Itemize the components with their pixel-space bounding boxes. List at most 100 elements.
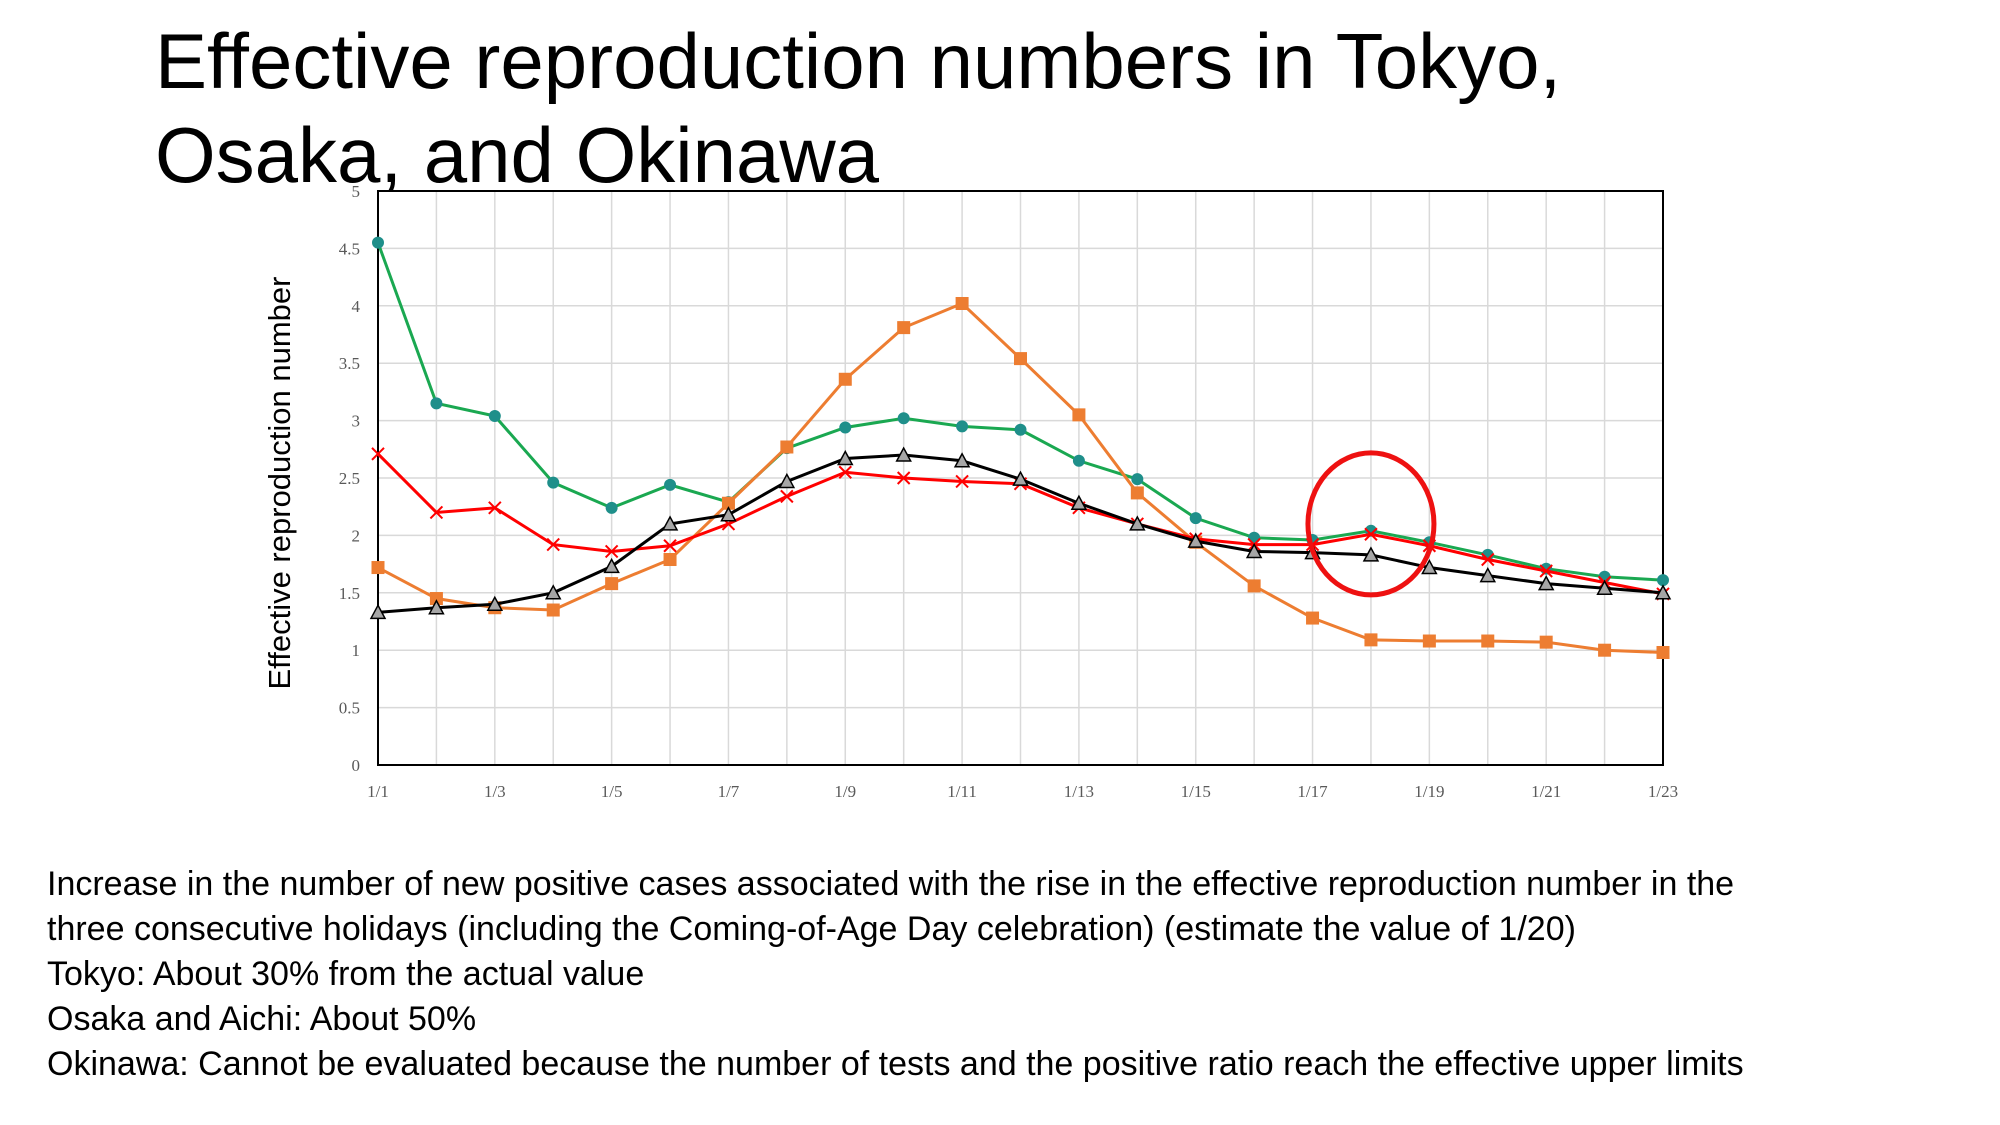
y-tick-label: 1.5	[339, 584, 360, 603]
y-tick-label: 0	[352, 756, 361, 775]
y-tick-label: 0.5	[339, 699, 360, 718]
y-axis-label: Effective reproduction number	[262, 277, 297, 690]
data-point-circle	[605, 501, 618, 514]
data-point-circle	[488, 410, 501, 423]
data-point-triangle	[428, 599, 445, 615]
x-tick-label: 1/23	[1648, 782, 1678, 801]
data-point-triangle	[1479, 566, 1497, 583]
data-point-triangle	[778, 472, 796, 489]
data-point-square	[429, 592, 443, 606]
x-tick-label: 1/1	[367, 782, 389, 801]
y-tick-label: 3.5	[339, 354, 360, 373]
data-point-square	[1422, 634, 1436, 648]
data-point-x	[429, 505, 444, 520]
data-point-square	[663, 553, 677, 567]
data-point-triangle	[1129, 515, 1146, 531]
data-point-triangle	[1070, 494, 1088, 511]
data-point-square	[546, 603, 560, 617]
data-point-square	[1364, 633, 1378, 647]
x-tick-label: 1/17	[1297, 782, 1328, 801]
data-point-triangle	[1654, 584, 1672, 600]
data-point-square	[605, 577, 619, 591]
x-tick-label: 1/9	[834, 782, 856, 801]
y-tick-label: 4	[352, 297, 361, 316]
data-point-square	[371, 561, 385, 575]
x-tick-label: 1/13	[1064, 782, 1094, 801]
y-tick-label: 1	[352, 641, 361, 660]
x-tick-label: 1/21	[1531, 782, 1561, 801]
series-black	[369, 446, 1672, 620]
y-axis-ticks: 0 0.5 1 1.5 2 2.5 3 3.5 4 4.5 5	[339, 182, 361, 775]
slide-title: Effective reproduction numbers in Tokyo,…	[155, 17, 1562, 199]
data-point-x	[1481, 552, 1495, 567]
note-line-5: Okinawa: Cannot be evaluated because the…	[47, 1045, 1744, 1083]
note-line-4: Osaka and Aichi: About 50%	[47, 1000, 477, 1038]
data-point-x	[1364, 527, 1378, 541]
data-point-circle	[1189, 512, 1202, 525]
x-tick-label: 1/15	[1181, 782, 1211, 801]
y-tick-label: 3	[352, 412, 361, 431]
data-point-square	[721, 496, 735, 510]
plot-area-frame	[377, 190, 1664, 766]
y-tick-label: 2	[352, 526, 361, 545]
note-line-1: Increase in the number of new positive c…	[47, 865, 1735, 903]
data-point-circle	[1131, 473, 1144, 486]
data-point-square	[1130, 486, 1144, 500]
series-orange	[371, 297, 1670, 659]
data-point-x	[546, 537, 560, 552]
data-point-circle	[1014, 423, 1027, 436]
chart-series	[369, 236, 1672, 659]
data-point-triangle	[1421, 558, 1438, 575]
y-tick-label: 2.5	[339, 469, 360, 488]
data-point-circle	[547, 476, 560, 489]
data-point-x	[838, 465, 852, 479]
slide-notes: Increase in the number of new positive c…	[47, 862, 1977, 1087]
data-point-x	[371, 447, 385, 461]
data-point-square	[1539, 635, 1553, 649]
note-line-3: Tokyo: About 30% from the actual value	[47, 955, 645, 993]
y-tick-label: 5	[352, 182, 361, 201]
x-tick-label: 1/7	[718, 782, 740, 801]
data-point-square	[1481, 634, 1495, 648]
data-point-triangle	[603, 557, 620, 574]
data-point-circle	[897, 412, 910, 425]
x-tick-label: 1/11	[947, 782, 977, 801]
data-point-square	[897, 321, 911, 335]
data-point-x	[488, 501, 502, 515]
data-point-circle	[956, 420, 969, 433]
data-point-triangle	[544, 584, 562, 600]
data-point-circle	[430, 397, 443, 410]
data-point-x	[604, 544, 619, 559]
data-point-circle	[1072, 454, 1085, 467]
data-point-triangle	[1362, 546, 1380, 562]
x-tick-label: 1/5	[601, 782, 623, 801]
data-point-circle	[839, 421, 852, 434]
data-point-x	[780, 489, 794, 504]
data-point-triangle	[1187, 532, 1204, 548]
data-point-circle	[372, 236, 384, 249]
data-point-square	[780, 440, 794, 454]
data-point-triangle	[837, 449, 854, 466]
data-point-square	[1598, 643, 1612, 657]
data-point-square	[955, 297, 969, 311]
data-point-x	[663, 539, 677, 553]
data-point-square	[1014, 352, 1027, 366]
data-point-x	[896, 471, 911, 485]
data-point-square	[1656, 645, 1670, 659]
data-point-square	[1306, 611, 1320, 625]
data-point-circle	[664, 478, 677, 491]
data-point-x	[1539, 564, 1553, 578]
data-point-square	[838, 372, 852, 386]
y-tick-label: 4.5	[339, 239, 360, 258]
annotation-circle	[1305, 450, 1437, 598]
data-point-square	[1247, 579, 1261, 593]
data-point-triangle	[1245, 542, 1263, 559]
data-point-square	[1072, 408, 1086, 422]
x-tick-label: 1/19	[1414, 782, 1444, 801]
data-point-circle	[1657, 574, 1669, 587]
data-point-triangle	[661, 515, 679, 531]
data-point-x	[955, 474, 969, 489]
data-point-triangle	[895, 446, 912, 462]
data-point-triangle	[720, 506, 737, 522]
data-point-triangle	[1537, 575, 1555, 591]
